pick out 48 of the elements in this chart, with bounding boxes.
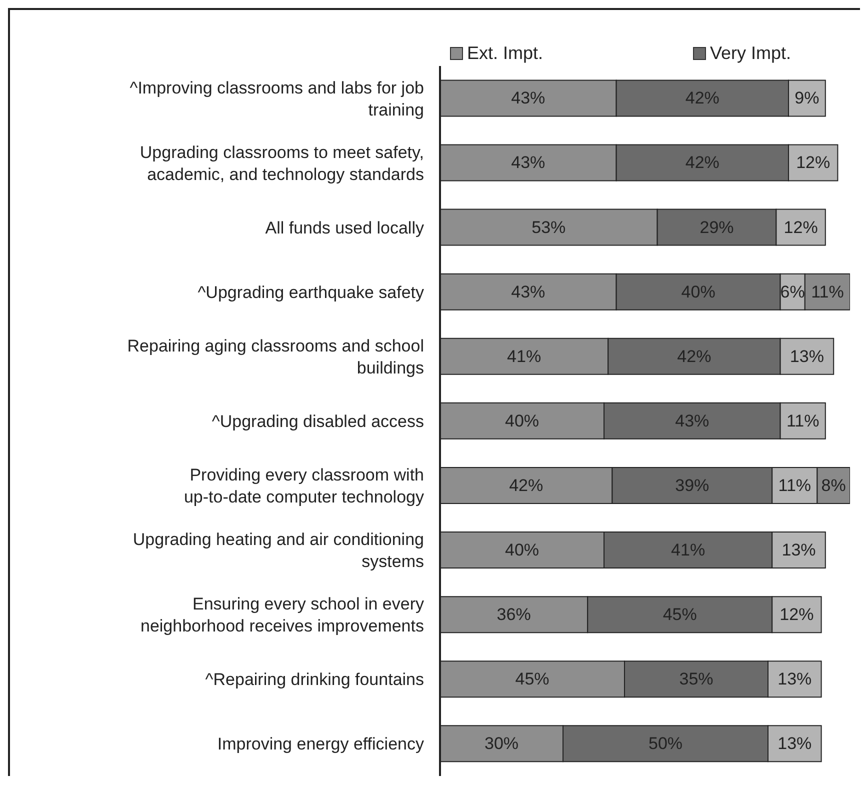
- y-tick-label: Upgrading heating and air conditioning systems: [132, 530, 424, 571]
- data-label: 29%: [700, 218, 734, 237]
- data-label: 8%: [821, 476, 846, 495]
- data-label: 53%: [532, 218, 566, 237]
- y-tick-label: Improving energy efficiency: [217, 734, 424, 754]
- data-label: 41%: [671, 540, 706, 560]
- data-label: 12%: [796, 153, 830, 172]
- data-label: 13%: [778, 734, 812, 754]
- data-label: 36%: [496, 605, 531, 624]
- data-label: 42%: [509, 476, 544, 495]
- data-label: 9%: [794, 88, 820, 108]
- y-tick-label: Upgrading classrooms to meet safety, academic, and technology standards: [140, 142, 424, 184]
- data-label: 13%: [778, 670, 812, 689]
- data-label: 43%: [511, 153, 546, 172]
- data-label: 6%: [780, 282, 805, 302]
- data-label: 43%: [675, 411, 710, 430]
- y-tick-label: ^Upgrading earthquake safety: [198, 282, 424, 302]
- data-label: 40%: [504, 411, 540, 430]
- data-label: 12%: [784, 218, 818, 237]
- data-label: 43%: [511, 88, 546, 108]
- data-label: 30%: [484, 734, 519, 754]
- data-label: 40%: [681, 282, 716, 302]
- y-tick-label: ^Improving classrooms and labs for job training: [130, 78, 424, 119]
- y-tick-label: Repairing aging classrooms and school buildings: [127, 336, 424, 377]
- data-label: 42%: [685, 153, 720, 172]
- data-label: 13%: [790, 346, 824, 366]
- legend-label: Ext. Impt.: [466, 42, 544, 65]
- data-label: 11%: [811, 282, 844, 302]
- data-label: 40%: [504, 540, 540, 560]
- data-label: 13%: [782, 540, 816, 560]
- data-label: 43%: [511, 282, 546, 302]
- data-label: 42%: [677, 346, 712, 366]
- y-tick-label: ^Upgrading disabled access: [212, 412, 424, 430]
- data-label: 11%: [778, 476, 812, 495]
- y-tick-label: Providing every classroom with up-to-date computer technology: [184, 465, 424, 506]
- y-tick-label: Ensuring every school in every neighborhood receives improvements: [140, 594, 424, 636]
- data-label: 42%: [685, 88, 720, 108]
- data-label: 12%: [780, 605, 814, 624]
- data-label: 41%: [507, 346, 542, 366]
- data-label: 45%: [662, 605, 697, 624]
- y-tick-label: All funds used locally: [265, 218, 424, 237]
- y-tick-label: ^Repairing drinking fountains: [205, 670, 424, 689]
- data-label: 50%: [648, 734, 683, 754]
- data-label: 39%: [675, 476, 710, 495]
- data-label: 11%: [786, 411, 820, 430]
- data-label: 35%: [679, 670, 714, 689]
- data-label: 45%: [515, 670, 550, 689]
- legend-label: Very Impt.: [709, 42, 792, 65]
